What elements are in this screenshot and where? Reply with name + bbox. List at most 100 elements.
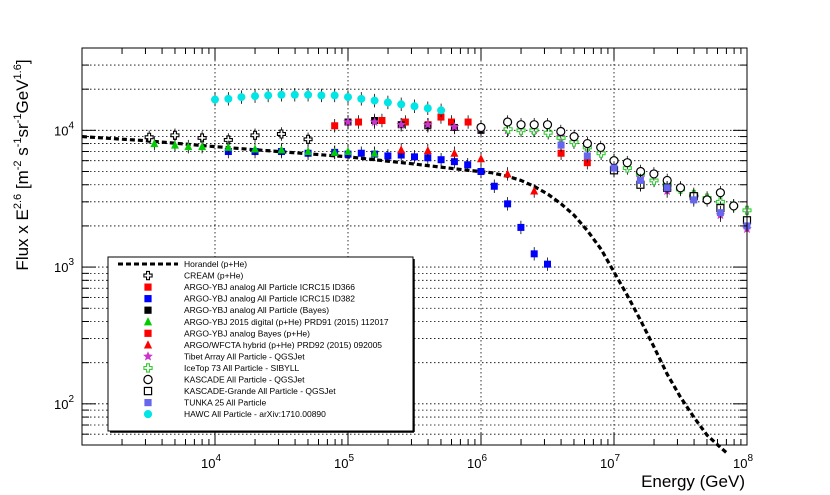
data-point [516,120,526,130]
data-point [423,119,433,129]
legend-entry: ARGO/WFCTA hybrid (p+He) PRD92 (2015) 09… [143,340,382,350]
legend-label: ARGO-YBJ analog All Particle ICRC15 ID36… [184,282,355,292]
data-point [251,92,260,101]
data-point [596,142,606,153]
legend-symbol [144,306,152,314]
legend-label: Horandel (p+He) [184,259,247,269]
legend-label: ARGO/WFCTA hybrid (p+He) PRD92 (2015) 09… [184,340,382,350]
data-point [449,121,460,131]
data-point [170,130,180,140]
legend-label: ARGO-YBJ analog All Particle ICRC15 ID38… [184,294,355,304]
data-point [649,169,659,179]
legend-entry: KASCADE-Grande All Particle - QGSJet [143,386,336,396]
axis-layer [81,47,748,446]
legend-entry: KASCADE All Particle - QGSJet [143,374,305,385]
plot-frame [81,47,748,446]
data-point [170,140,179,149]
data-point [197,133,207,143]
series-12 [557,138,751,233]
data-point [224,142,233,151]
data-point [715,188,725,198]
data-point [636,176,644,184]
data-point [476,122,486,133]
legend-entry: TUNKA 25 All Particle [144,398,266,408]
data-point [583,159,591,167]
data-point [277,90,286,99]
y-tick-labels: 102 103 104 [54,120,74,412]
data-point [529,120,539,130]
data-point [477,154,485,163]
data-point [716,209,724,217]
y-tick-label: 103 [54,257,74,275]
data-point [424,154,432,162]
legend-symbol [143,374,153,385]
data-point [277,145,286,154]
data-point [370,148,379,157]
x-tick-label: 107 [600,453,620,471]
x-tick-label: 108 [733,453,753,471]
data-point [290,90,299,99]
legend-symbol [143,386,153,396]
data-point [150,139,159,148]
data-point [675,183,686,193]
legend-label: TUNKA 25 All Particle [184,398,266,408]
x-axis-title: Energy (GeV) [641,472,745,491]
data-point [304,90,313,99]
data-point [250,130,260,140]
data-point [317,91,326,100]
data-point [503,117,513,127]
data-layer [81,88,752,454]
data-point [543,128,553,138]
data-point [378,117,386,125]
data-point [397,100,406,109]
y-tick-label: 104 [54,120,74,138]
data-point [610,164,618,172]
data-point [251,144,260,153]
data-point [397,145,406,154]
data-point [582,138,593,149]
legend-entry: Tibet Array All Particle - QGSJet [143,351,305,361]
legend-symbol [143,340,153,349]
y-tick-label: 102 [54,394,74,412]
legend-entry: CREAM (p+He) [143,271,243,281]
legend-box [107,256,414,432]
data-point [237,93,246,102]
data-point [622,158,632,168]
x-tick-label: 105 [334,453,354,471]
legend-symbol [144,329,152,337]
legend-label: KASCADE All Particle - QGSJet [184,375,305,385]
series-5 [150,136,379,160]
data-point [276,129,287,139]
data-point [477,167,485,175]
data-point [303,134,313,144]
data-point [542,120,553,130]
data-point [450,148,459,157]
data-point [450,158,458,166]
data-point [223,135,233,145]
legend-label: KASCADE-Grande All Particle - QGSJet [184,386,336,396]
legend-label: ARGO-YBJ analog All Particle (Bayes) [184,305,329,315]
legend-entry: IceTop 73 All Particle - SIBYLL [143,363,300,373]
data-point [357,94,366,103]
legend-symbol [143,351,153,361]
data-point [331,122,339,130]
legend-entry: ARGO-YBJ analog All Particle ICRC15 ID38… [144,294,355,304]
horandel-curve [81,134,728,454]
data-point [384,152,392,160]
data-point [264,91,273,100]
data-point [437,106,446,115]
legend-symbol [144,399,152,407]
legend-label: Tibet Array All Particle - QGSJet [184,351,305,361]
data-point [583,152,591,160]
data-point [702,195,712,205]
x-tick-label: 104 [201,453,221,471]
data-point [504,200,512,208]
legend-label: HAWC All Particle - arXiv:1710.00890 [184,409,326,419]
legend-entry: ARGO-YBJ analog All Particle (Bayes) [144,305,329,315]
data-point [198,142,207,151]
data-point [401,118,409,126]
data-point [530,250,538,258]
legend-entries: Horandel (p+He)CREAM (p+He)ARGO-YBJ anal… [118,259,389,419]
legend: Horandel (p+He)CREAM (p+He)ARGO-YBJ anal… [107,256,415,433]
